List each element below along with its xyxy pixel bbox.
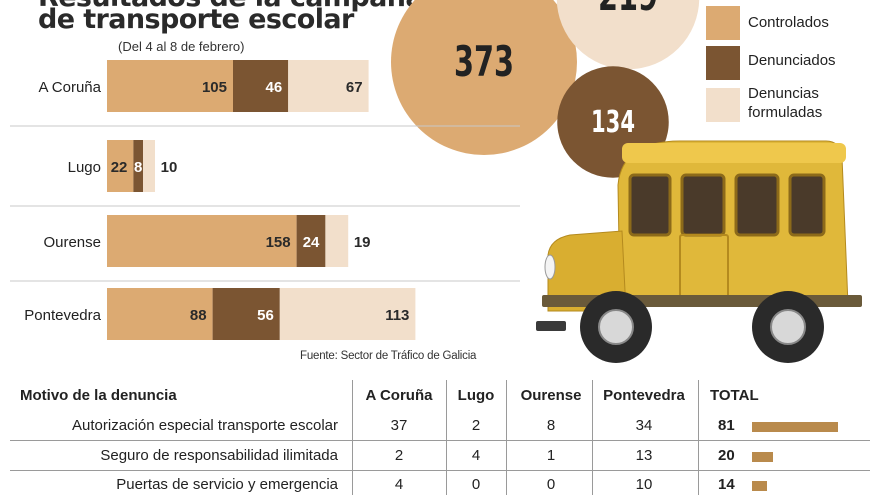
total-bubble-value: 219 bbox=[598, 0, 658, 20]
legend-swatch-controlados bbox=[706, 6, 740, 40]
cell-total: 81 bbox=[718, 417, 735, 434]
row-motivo: Puertas de servicio y emergencia bbox=[116, 476, 338, 493]
cell-ourense: 1 bbox=[546, 447, 556, 464]
bus-body bbox=[536, 140, 862, 331]
bar-segment-denuncias-formuladas bbox=[279, 288, 416, 340]
category-label: Lugo bbox=[68, 159, 101, 176]
legend-swatch-denunciados bbox=[706, 46, 740, 80]
bar-value-label: 67 bbox=[346, 79, 363, 96]
table-header-pontevedra: Pontevedra bbox=[603, 387, 685, 404]
title-line-2: de transporte escolar bbox=[38, 4, 354, 35]
subtitle: (Del 4 al 8 de febrero) bbox=[118, 39, 245, 54]
cell-lugo: 4 bbox=[471, 447, 481, 464]
table-divider bbox=[592, 380, 593, 495]
bar-segment-controlados bbox=[107, 60, 233, 112]
row-motivo: Seguro de responsabilidad ilimitada bbox=[100, 447, 338, 464]
cell-pontevedra: 13 bbox=[635, 447, 653, 464]
cell-lugo: 0 bbox=[471, 476, 481, 493]
bar-value-label: 56 bbox=[257, 307, 274, 324]
bus-wheels bbox=[580, 291, 824, 363]
table-header-ourense: Ourense bbox=[520, 387, 582, 404]
bar-segment-controlados bbox=[107, 215, 297, 267]
totals-bubbles: 373 219 134 bbox=[391, 0, 700, 178]
total-bubble-value: 373 bbox=[454, 37, 514, 86]
bar-segment-controlados bbox=[107, 140, 134, 192]
table-divider bbox=[352, 380, 353, 495]
cell-total: 20 bbox=[718, 447, 735, 464]
table-row-divider bbox=[10, 470, 870, 471]
total-bar bbox=[752, 452, 774, 462]
bar-segment-controlados bbox=[107, 288, 213, 340]
cell-pontevedra: 34 bbox=[635, 417, 653, 434]
row-motivo: Autorización especial transporte escolar bbox=[72, 417, 338, 434]
source-note: Fuente: Sector de Tráfico de Galicia bbox=[300, 350, 477, 362]
bar-segment-denunciados bbox=[133, 140, 143, 192]
bar-value-label: 10 bbox=[161, 159, 178, 176]
legend-swatch-formuladas bbox=[706, 88, 740, 122]
table-divider bbox=[446, 380, 447, 495]
cell-a-coruna: 2 bbox=[394, 447, 404, 464]
legend-label-denunciados: Denunciados bbox=[748, 52, 836, 69]
bar-value-label: 19 bbox=[354, 234, 371, 251]
cell-ourense: 8 bbox=[546, 417, 556, 434]
bar-value-label: 158 bbox=[266, 234, 291, 251]
table-row-divider bbox=[10, 440, 870, 441]
bar-segment-denuncias-formuladas bbox=[143, 140, 155, 192]
table-header-a-coruna: A Coruña bbox=[365, 387, 433, 404]
bar-value-label: 22 bbox=[111, 159, 128, 176]
cell-a-coruna: 37 bbox=[390, 417, 408, 434]
bar-segment-denunciados bbox=[212, 288, 280, 340]
table-header-lugo: Lugo bbox=[457, 387, 495, 404]
table-header-motivo: Motivo de la denuncia bbox=[20, 387, 177, 404]
cell-ourense: 0 bbox=[546, 476, 556, 493]
title-line-1: Resultados de la campaña bbox=[38, 0, 424, 13]
category-label: Pontevedra bbox=[24, 307, 101, 324]
school-bus-illustration bbox=[536, 140, 862, 363]
bar-value-label: 8 bbox=[134, 159, 142, 176]
legend-label-controlados: Controlados bbox=[748, 14, 829, 31]
total-bubble-value: 134 bbox=[591, 105, 635, 140]
cell-lugo: 2 bbox=[471, 417, 481, 434]
cell-a-coruna: 4 bbox=[394, 476, 404, 493]
total-bar bbox=[752, 481, 767, 491]
total-bubble-denuncias-formuladas bbox=[556, 0, 700, 70]
category-label: Ourense bbox=[43, 234, 101, 251]
table-divider bbox=[698, 380, 699, 495]
total-bar bbox=[752, 422, 838, 432]
cell-pontevedra: 10 bbox=[635, 476, 653, 493]
table-divider bbox=[506, 380, 507, 495]
cell-total: 14 bbox=[718, 476, 735, 493]
bar-value-label: 105 bbox=[202, 79, 227, 96]
bar-segment-denunciados bbox=[296, 215, 326, 267]
bar-segment-denuncias-formuladas bbox=[325, 215, 349, 267]
bar-segment-denuncias-formuladas bbox=[288, 60, 369, 112]
bar-value-label: 46 bbox=[266, 79, 283, 96]
bar-value-label: 113 bbox=[385, 307, 409, 324]
stacked-bar-chart: A Coruña 105 46 67 Lugo 22 8 10 Ourense 158 24 19 Po… bbox=[10, 60, 520, 340]
bar-segment-denunciados bbox=[233, 60, 289, 112]
table-header-total: TOTAL bbox=[710, 387, 759, 404]
bar-value-label: 24 bbox=[303, 234, 320, 251]
bar-value-label: 88 bbox=[190, 307, 207, 324]
legend-label-formuladas: Denuncias formuladas bbox=[748, 85, 823, 121]
motivos-table: Motivo de la denuncia A Coruña Lugo Oure… bbox=[0, 380, 880, 495]
category-label: A Coruña bbox=[38, 79, 101, 96]
total-bubble-controlados bbox=[391, 0, 577, 155]
